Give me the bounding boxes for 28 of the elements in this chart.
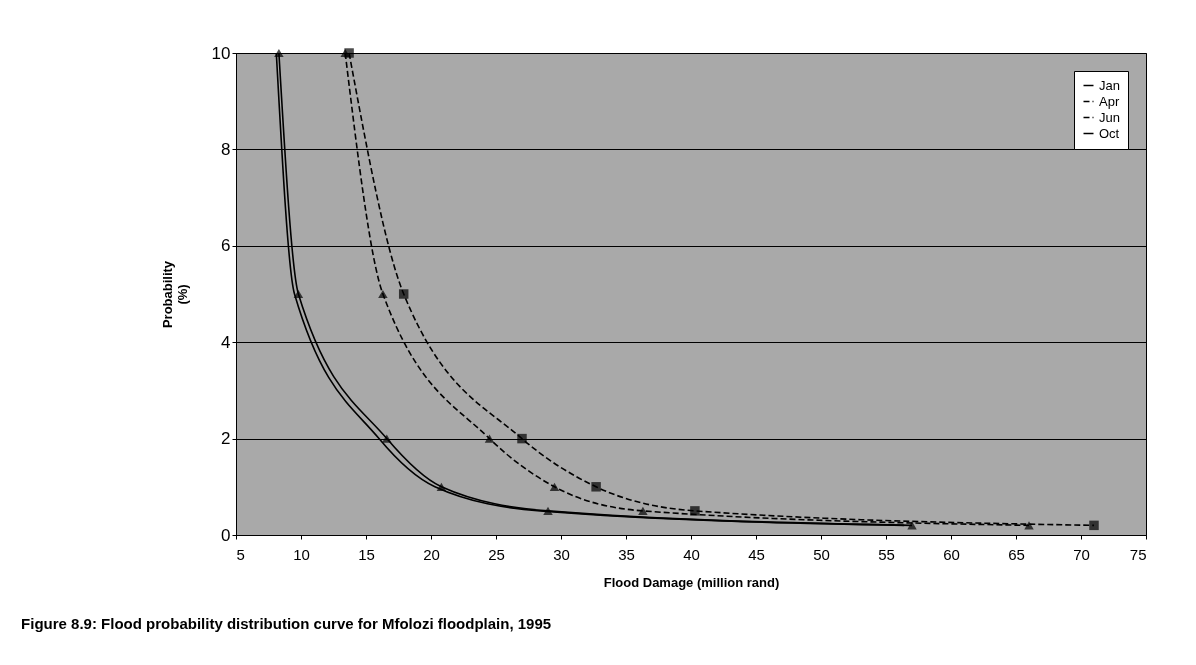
legend-label: Oct: [1099, 125, 1120, 141]
x-tick-label: 75: [1129, 545, 1147, 563]
x-tick-label: 55: [878, 545, 895, 563]
x-tick-label: 65: [1008, 545, 1025, 563]
y-axis-title: Probability (%): [159, 260, 190, 329]
x-tick-label: 25: [488, 545, 505, 563]
legend-label: Apr: [1099, 93, 1120, 109]
y-tick-label: 4: [221, 332, 231, 352]
y-tick-label: 8: [221, 139, 231, 159]
x-tick-label: 20: [423, 545, 440, 563]
y-tick-label: 0: [221, 525, 231, 545]
y-tick-label: 10: [211, 43, 231, 63]
x-tick-label: 15: [358, 545, 375, 563]
x-tick-label: 45: [748, 545, 765, 563]
x-tick-label: 50: [813, 545, 830, 563]
x-tick-label: 10: [293, 545, 310, 563]
y-tick-label: 6: [221, 236, 231, 256]
legend-label: Jun: [1099, 109, 1120, 125]
legend-label: Jan: [1099, 77, 1120, 93]
x-tick-label: 70: [1073, 545, 1090, 563]
x-tick-label: 40: [683, 545, 700, 563]
x-tick-label: 35: [618, 545, 635, 563]
x-tick-label: 30: [553, 545, 570, 563]
x-axis-title: Flood Damage (million rand): [603, 574, 780, 590]
y-tick-label: 2: [221, 429, 231, 449]
x-tick-label: 60: [943, 545, 960, 563]
x-tick-label: 5: [236, 545, 245, 563]
text: Figure 8.9: Flood probability distribution curve for Mfolozi floodplain, 1995: [21, 615, 552, 632]
